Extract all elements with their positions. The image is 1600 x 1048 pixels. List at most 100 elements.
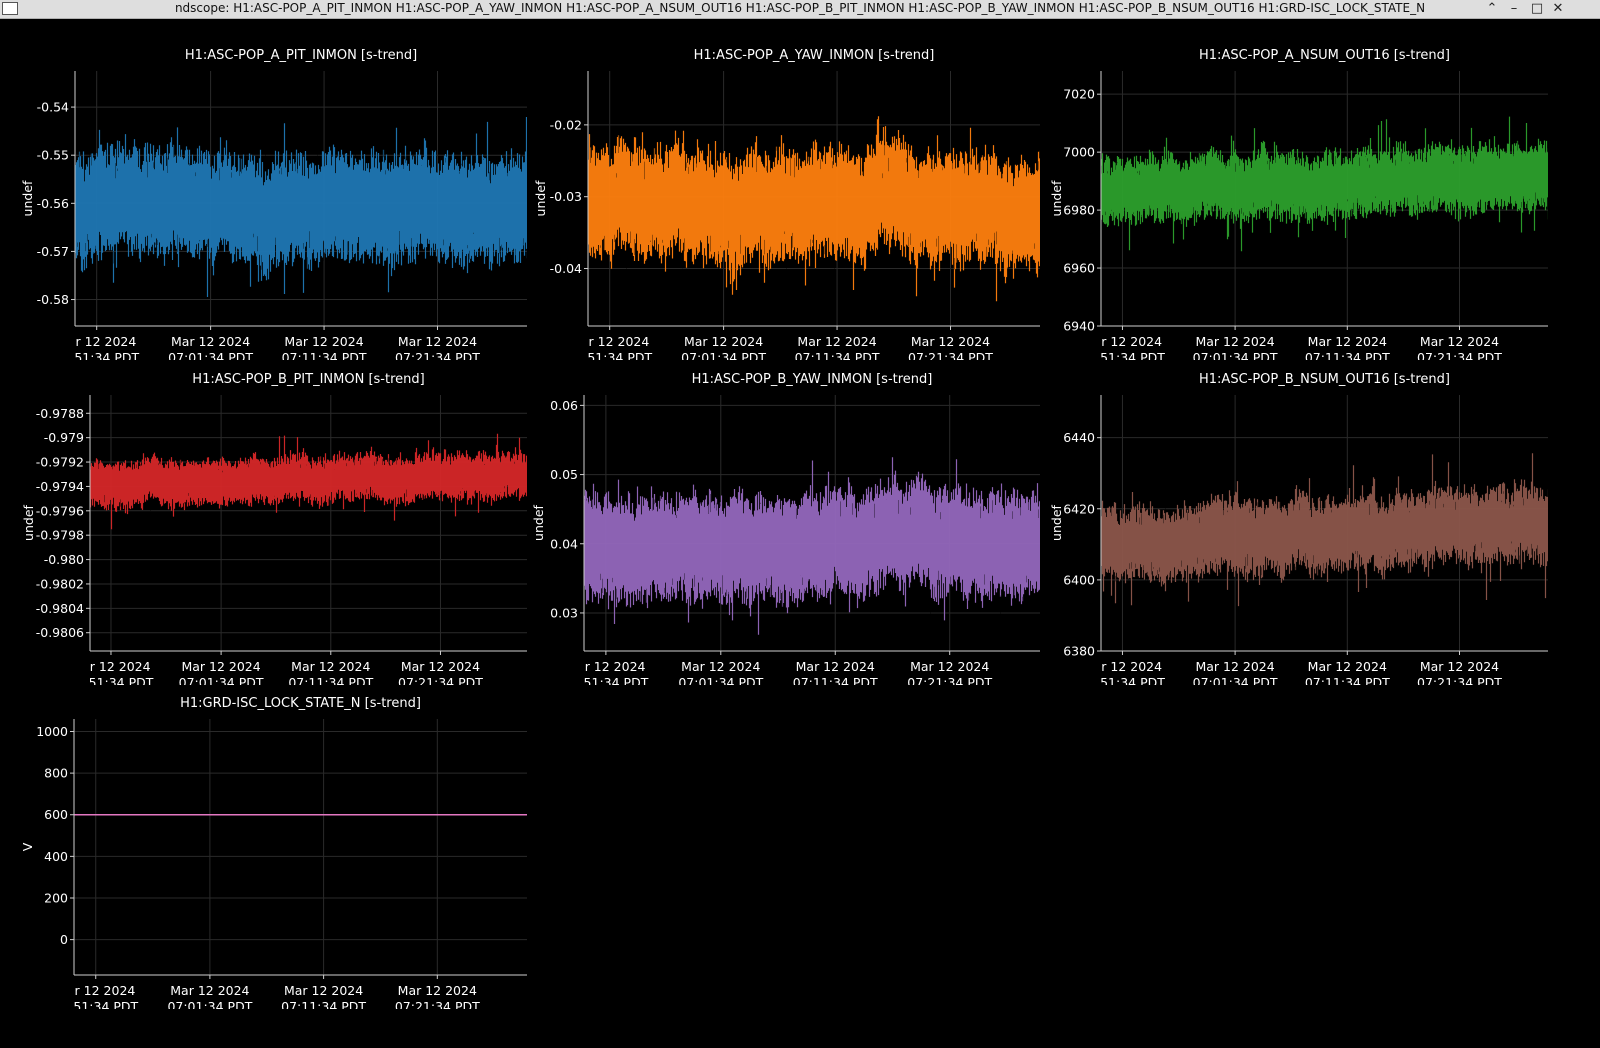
y-axis-label: undef [533, 180, 548, 216]
y-tick-label: 7000 [1063, 145, 1095, 160]
x-tick-label: Mar 12 2024 [911, 334, 990, 349]
close-icon[interactable]: ✕ [1552, 1, 1564, 16]
x-tick-label: 06:51:34 PDT [54, 350, 139, 365]
y-tick-label: -0.9798 [36, 528, 84, 543]
x-tick-label: Mar 12 2024 [56, 983, 135, 998]
x-tick-label: 06:51:34 PDT [69, 675, 154, 690]
series-envelope [1101, 453, 1548, 607]
y-tick-label: 0.05 [550, 467, 578, 482]
window-titlebar: ndscope: H1:ASC-POP_A_PIT_INMON H1:ASC-P… [0, 0, 1600, 19]
y-axis-label: undef [21, 504, 36, 540]
y-tick-label: -0.9804 [36, 601, 84, 616]
x-tick-label: 07:11:34 PDT [282, 350, 367, 365]
x-tick-label: Mar 12 2024 [398, 983, 477, 998]
y-tick-label: 200 [44, 890, 68, 905]
x-tick-label: 07:21:34 PDT [1417, 675, 1502, 690]
x-tick-label: 07:11:34 PDT [795, 350, 880, 365]
x-tick-label: 07:01:34 PDT [1193, 350, 1278, 365]
x-tick-label: Mar 12 2024 [401, 659, 480, 674]
x-tick-label: 07:21:34 PDT [398, 675, 483, 690]
x-tick-label: Mar 12 2024 [681, 659, 760, 674]
x-tick-label: Mar 12 2024 [170, 983, 249, 998]
y-tick-label: 6960 [1063, 261, 1095, 276]
y-tick-label: -0.979 [44, 430, 84, 445]
y-tick-label: 6940 [1063, 319, 1095, 334]
series-envelope [75, 117, 527, 297]
x-tick-label: 07:01:34 PDT [167, 999, 252, 1014]
x-tick-label: Mar 12 2024 [1083, 659, 1162, 674]
series-2 [588, 116, 1040, 302]
y-tick-label: -0.04 [550, 261, 582, 276]
x-tick-label: Mar 12 2024 [57, 334, 136, 349]
y-tick-label: 0 [60, 932, 68, 947]
plot-area: -0.54 -0.55 -0.56 -0.57 -0.58 Mar 12 2024 06:5… [2, 22, 1598, 1044]
series-envelope [584, 457, 1040, 635]
y-tick-label: -0.9806 [36, 625, 84, 640]
y-tick-label: 0.04 [550, 536, 578, 551]
x-tick-label: Mar 12 2024 [797, 334, 876, 349]
y-tick-label: 6420 [1063, 501, 1095, 516]
chart-title: H1:ASC-POP_B_NSUM_OUT16 [s-trend] [1199, 372, 1450, 387]
x-tick-label: 07:21:34 PDT [395, 350, 480, 365]
x-tick-label: 06:51:34 PDT [1080, 675, 1165, 690]
x-tick-label: 07:21:34 PDT [1417, 350, 1502, 365]
y-tick-label: -0.57 [37, 244, 69, 259]
x-tick-label: Mar 12 2024 [566, 659, 645, 674]
y-axis-label: undef [1049, 180, 1064, 216]
x-tick-label: Mar 12 2024 [284, 983, 363, 998]
minimize-icon[interactable]: – [1510, 1, 1518, 16]
y-tick-label: 600 [44, 807, 68, 822]
x-tick-label: Mar 12 2024 [181, 659, 260, 674]
x-tick-label: Mar 12 2024 [684, 334, 763, 349]
x-tick-label: 07:21:34 PDT [907, 675, 992, 690]
y-tick-label: 6440 [1063, 430, 1095, 445]
maximize-icon[interactable]: □ [1530, 1, 1544, 16]
x-tick-label: 07:11:34 PDT [1305, 350, 1390, 365]
window-app-icon [2, 2, 18, 15]
y-axis-label: undef [20, 180, 35, 216]
x-tick-label: 07:01:34 PDT [1193, 675, 1278, 690]
y-axis-label: undef [531, 504, 546, 540]
x-tick-label: 07:11:34 PDT [1305, 675, 1390, 690]
y-tick-label: 400 [44, 849, 68, 864]
y-tick-label: -0.9794 [36, 479, 84, 494]
y-tick-label: -0.980 [44, 552, 84, 567]
x-tick-label: 07:21:34 PDT [908, 350, 993, 365]
y-tick-label: -0.58 [37, 292, 69, 307]
series-envelope [1101, 116, 1548, 252]
y-tick-label: -0.03 [550, 189, 582, 204]
y-tick-label: 6400 [1063, 572, 1095, 587]
y-tick-label: 800 [44, 766, 68, 781]
y-axis-label: V [20, 842, 35, 851]
chart-title: H1:ASC-POP_A_PIT_INMON [s-trend] [185, 48, 417, 63]
chart-title: H1:ASC-POP_A_NSUM_OUT16 [s-trend] [1199, 48, 1450, 63]
x-tick-label: Mar 12 2024 [796, 659, 875, 674]
y-tick-label: 7020 [1063, 87, 1095, 102]
chart-title: H1:ASC-POP_B_YAW_INMON [s-trend] [692, 372, 933, 387]
x-tick-label: Mar 12 2024 [291, 659, 370, 674]
y-tick-label: -0.9796 [36, 503, 84, 518]
x-tick-label: 07:11:34 PDT [288, 675, 373, 690]
x-tick-label: 07:11:34 PDT [281, 999, 366, 1014]
x-tick-label: 07:01:34 PDT [179, 675, 264, 690]
chevron-up-icon[interactable]: ⌃ [1486, 1, 1498, 16]
chart-title: H1:GRD-ISC_LOCK_STATE_N [s-trend] [180, 696, 421, 711]
x-tick-label: Mar 12 2024 [1420, 334, 1499, 349]
y-tick-label: -0.9802 [36, 576, 84, 591]
series-6 [1101, 453, 1548, 607]
x-tick-label: Mar 12 2024 [1083, 334, 1162, 349]
chart-4: -0.9788 -0.979 -0.9792 -0.9794 -0.9796 -0.979… [21, 372, 527, 690]
chart-title: H1:ASC-POP_B_PIT_INMON [s-trend] [192, 372, 424, 387]
x-tick-label: Mar 12 2024 [570, 334, 649, 349]
